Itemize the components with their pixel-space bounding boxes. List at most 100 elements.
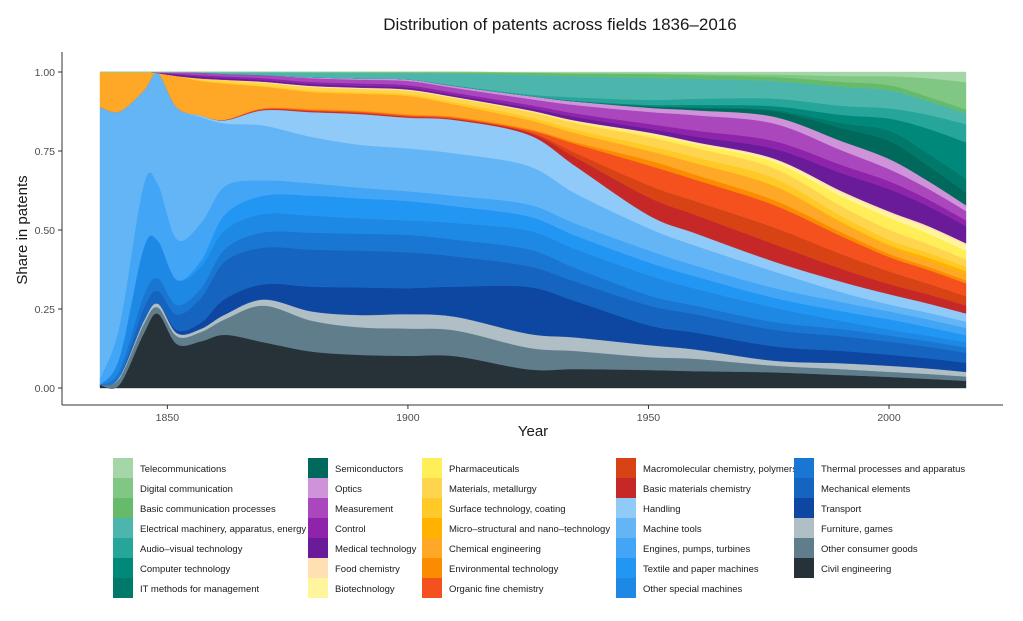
legend-label: Food chemistry [335,564,400,575]
legend-swatch [308,578,328,598]
legend-swatch [422,458,442,478]
legend-item-computer-technology: Computer technology [113,558,231,578]
legend-item-basic-communication-processes: Basic communication processes [113,498,276,518]
legend-label: Telecommunications [140,464,226,475]
legend-swatch [308,518,328,538]
legend-item-organic-fine-chemistry: Organic fine chemistry [422,578,544,598]
legend-swatch [616,518,636,538]
legend-swatch [422,538,442,558]
legend-item-pharmaceuticals: Pharmaceuticals [422,458,519,478]
legend-label: Digital communication [140,484,233,495]
legend-item-basic-materials-chemistry: Basic materials chemistry [616,478,751,498]
legend-item-chemical-engineering: Chemical engineering [422,538,541,558]
legend-item-surface-technology-coating: Surface technology, coating [422,498,566,518]
legend-item-optics: Optics [308,478,362,498]
legend-label: Organic fine chemistry [449,584,544,595]
legend-item-civil-engineering: Civil engineering [794,558,891,578]
legend-label: Chemical engineering [449,544,541,555]
legend-label: Textile and paper machines [643,564,759,575]
legend-label: Micro–structural and nano–technology [449,524,610,535]
legend-swatch [308,478,328,498]
legend-swatch [113,578,133,598]
legend-item-mechanical-elements: Mechanical elements [794,478,910,498]
legend-item-textile-and-paper-machines: Textile and paper machines [616,558,759,578]
legend-item-biotechnology: Biotechnology [308,578,395,598]
legend-item-materials-metallurgy: Materials, metallurgy [422,478,537,498]
x-tick-label: 1850 [156,412,180,424]
legend-label: Other special machines [643,584,743,595]
legend-label: Measurement [335,504,393,515]
legend-label: Audio–visual technology [140,544,243,555]
legend-item-other-special-machines: Other special machines [616,578,743,598]
legend-label: Thermal processes and apparatus [821,464,965,475]
legend-item-furniture-games: Furniture, games [794,518,893,538]
legend-swatch [113,538,133,558]
legend-label: Engines, pumps, turbines [643,544,750,555]
legend-swatch [422,578,442,598]
legend-item-digital-communication: Digital communication [113,478,233,498]
legend-swatch [308,558,328,578]
legend-label: Materials, metallurgy [449,484,537,495]
legend-item-semiconductors: Semiconductors [308,458,403,478]
legend-label: Basic communication processes [140,504,276,515]
legend-swatch [794,478,814,498]
legend-item-micro-structural-and-nano-technology: Micro–structural and nano–technology [422,518,610,538]
legend-item-transport: Transport [794,498,862,518]
legend-item-food-chemistry: Food chemistry [308,558,400,578]
legend-label: Environmental technology [449,564,559,575]
legend-swatch [113,478,133,498]
legend-item-macromolecular-chemistry-polymers: Macromolecular chemistry, polymers [616,458,797,478]
legend-item-audio-visual-technology: Audio–visual technology [113,538,243,558]
legend-swatch [616,478,636,498]
y-tick-label: 1.00 [35,67,56,79]
legend-label: Semiconductors [335,464,403,475]
legend-swatch [308,498,328,518]
y-axis-title: Share in patents [14,175,31,284]
y-tick-label: 0.75 [35,146,56,158]
legend-swatch [113,458,133,478]
legend-swatch [794,458,814,478]
legend-item-it-methods-for-management: IT methods for management [113,578,260,598]
legend-swatch [616,498,636,518]
legend-item-control: Control [308,518,366,538]
legend-label: Electrical machinery, apparatus, energy [140,524,306,535]
legend-swatch [308,538,328,558]
y-axis-ticks: 0.00 0.25 0.50 0.75 1.00 [35,67,62,395]
legend-item-machine-tools: Machine tools [616,518,702,538]
legend-swatch [113,498,133,518]
legend-label: Mechanical elements [821,484,910,495]
x-tick-label: 2000 [877,412,901,424]
legend-swatch [616,458,636,478]
legend-swatch [113,518,133,538]
legend-item-other-consumer-goods: Other consumer goods [794,538,918,558]
legend-label: Control [335,524,366,535]
y-tick-label: 0.00 [35,383,56,395]
legend-label: Pharmaceuticals [449,464,519,475]
x-axis-title: Year [518,423,548,440]
legend-label: Biotechnology [335,584,395,595]
legend-swatch [616,558,636,578]
legend-swatch [422,518,442,538]
legend-item-electrical-machinery-apparatus-energy: Electrical machinery, apparatus, energy [113,518,306,538]
chart-title: Distribution of patents across fields 18… [383,15,736,34]
legend-label: Handling [643,504,681,515]
legend-swatch [422,558,442,578]
legend-item-environmental-technology: Environmental technology [422,558,559,578]
legend-label: Surface technology, coating [449,504,566,515]
legend-label: Furniture, games [821,524,893,535]
area-telecommunications [100,71,967,83]
legend-swatch [422,498,442,518]
legend-item-thermal-processes-and-apparatus: Thermal processes and apparatus [794,458,965,478]
legend-label: Optics [335,484,362,495]
legend-label: Machine tools [643,524,702,535]
legend-swatch [616,538,636,558]
legend-item-handling: Handling [616,498,681,518]
legend: Telecommunications Digital communication B… [113,458,965,598]
legend-item-engines-pumps-turbines: Engines, pumps, turbines [616,538,750,558]
y-tick-label: 0.50 [35,225,56,237]
legend-swatch [616,578,636,598]
legend-item-measurement: Measurement [308,498,393,518]
legend-label: Civil engineering [821,564,891,575]
y-tick-label: 0.25 [35,304,56,316]
area-layers [99,71,967,389]
